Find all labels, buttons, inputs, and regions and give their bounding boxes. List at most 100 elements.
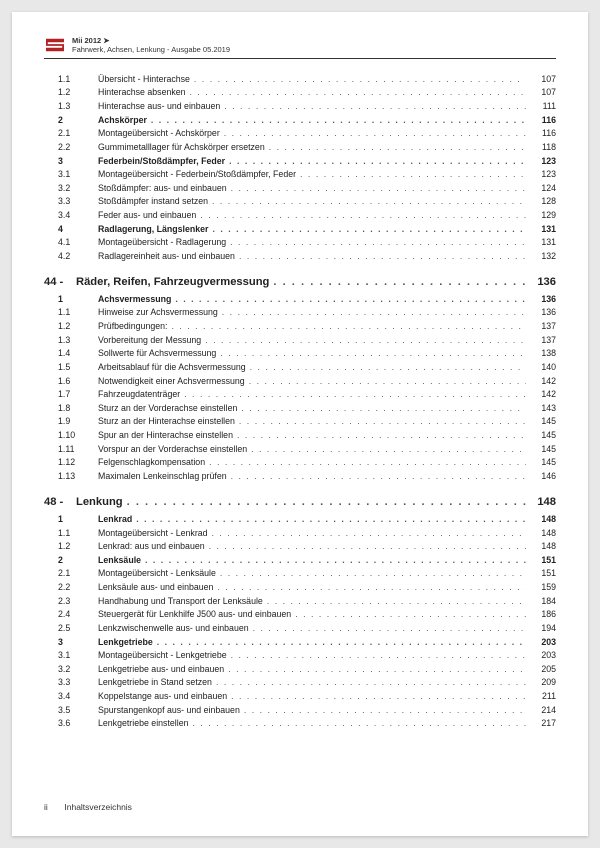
toc-leader-dots: . . . . . . . . . . . . . . . . . . . . … — [230, 236, 526, 250]
toc-entry-number: 3 — [44, 636, 98, 650]
toc-leader-dots: . . . . . . . . . . . . . . . . . . . . … — [250, 361, 526, 375]
toc-entry-number: 1.11 — [44, 443, 98, 457]
toc-entry-page: 128 — [530, 195, 556, 209]
toc-entry: 3Lenkgetriebe . . . . . . . . . . . . . … — [44, 636, 556, 650]
toc-entry-page: 186 — [530, 608, 556, 622]
toc-leader-dots: . . . . . . . . . . . . . . . . . . . . … — [224, 127, 526, 141]
toc-entry-number: 1 — [44, 513, 98, 527]
header-text: Mii 2012 ➤ Fahrwerk, Achsen, Lenkung - A… — [72, 36, 230, 55]
toc-entry: 1.10Spur an der Hinterachse einstellen .… — [44, 429, 556, 443]
toc-entry-page: 148 — [530, 494, 556, 511]
toc-entry: 1.2Prüfbedingungen: . . . . . . . . . . … — [44, 320, 556, 334]
toc-entry: 3.6Lenkgetriebe einstellen . . . . . . .… — [44, 717, 556, 731]
toc-entry: 3.1Montageübersicht - Lenkgetriebe . . .… — [44, 649, 556, 663]
toc-entry: 3.5Spurstangenkopf aus- und einbauen . .… — [44, 704, 556, 718]
toc-leader-dots: . . . . . . . . . . . . . . . . . . . . … — [127, 494, 526, 511]
page-footer: ii Inhaltsverzeichnis — [44, 792, 556, 812]
toc-entry: 4.1Montageübersicht - Radlagerung . . . … — [44, 236, 556, 250]
toc-entry: 1.2Lenkrad: aus und einbauen . . . . . .… — [44, 540, 556, 554]
toc-entry-title: Lenkung — [76, 494, 123, 511]
toc-leader-dots: . . . . . . . . . . . . . . . . . . . . … — [251, 443, 526, 457]
toc-entry-number: 1.2 — [44, 320, 98, 334]
toc-entry: 1.2Hinterachse absenken . . . . . . . . … — [44, 86, 556, 100]
toc-entry-title: Steuergerät für Lenkhilfe J500 aus- und … — [98, 608, 291, 622]
toc-entry: 2.1Montageübersicht - Lenksäule . . . . … — [44, 567, 556, 581]
toc-entry: 2.2Gummimetalllager für Achskörper erset… — [44, 141, 556, 155]
toc-entry-number: 3.2 — [44, 663, 98, 677]
toc-entry-title: Montageübersicht - Lenkrad — [98, 527, 208, 541]
toc-entry-title: Handhabung und Transport der Lenksäule — [98, 595, 263, 609]
toc-entry-page: 146 — [530, 470, 556, 484]
toc-leader-dots: . . . . . . . . . . . . . . . . . . . . … — [212, 223, 526, 237]
toc-entry-title: Räder, Reifen, Fahrzeugvermessung — [76, 274, 269, 291]
toc-entry: 1.6Notwendigkeit einer Achsvermessung . … — [44, 375, 556, 389]
toc-entry-title: Montageübersicht - Radlagerung — [98, 236, 226, 250]
page-number-roman: ii — [44, 802, 62, 812]
toc-leader-dots: . . . . . . . . . . . . . . . . . . . . … — [222, 306, 526, 320]
toc-entry-page: 151 — [530, 567, 556, 581]
toc-entry: 2.5Lenkzwischenwelle aus- und einbauen .… — [44, 622, 556, 636]
toc-entry-page: 148 — [530, 527, 556, 541]
page-header: Mii 2012 ➤ Fahrwerk, Achsen, Lenkung - A… — [44, 36, 556, 59]
toc-entry-page: 124 — [530, 182, 556, 196]
toc-entry-title: Lenksäule — [98, 554, 141, 568]
toc-leader-dots: . . . . . . . . . . . . . . . . . . . . … — [205, 334, 526, 348]
toc-entry-title: Arbeitsablauf für die Achsvermessung — [98, 361, 246, 375]
toc-entry: 1.7Fahrzeugdatenträger . . . . . . . . .… — [44, 388, 556, 402]
toc-leader-dots: . . . . . . . . . . . . . . . . . . . . … — [237, 429, 526, 443]
toc-entry-page: 123 — [530, 168, 556, 182]
toc-leader-dots: . . . . . . . . . . . . . . . . . . . . … — [231, 649, 526, 663]
toc-entry: 3.1Montageübersicht - Federbein/Stoßdämp… — [44, 168, 556, 182]
toc-entry-title: Achskörper — [98, 114, 147, 128]
toc-entry-title: Lenkgetriebe einstellen — [98, 717, 188, 731]
toc-leader-dots: . . . . . . . . . . . . . . . . . . . . … — [220, 347, 526, 361]
toc-entry-page: 131 — [530, 236, 556, 250]
toc-entry: 1.12Felgenschlagkompensation . . . . . .… — [44, 456, 556, 470]
toc-entry-number: 3.1 — [44, 649, 98, 663]
toc-entry-page: 203 — [530, 649, 556, 663]
toc-entry-page: 137 — [530, 320, 556, 334]
toc-leader-dots: . . . . . . . . . . . . . . . . . . . . … — [295, 608, 526, 622]
table-of-contents: 1.1Übersicht - Hinterachse . . . . . . .… — [44, 73, 556, 792]
toc-entry-title: Lenkzwischenwelle aus- und einbauen — [98, 622, 249, 636]
toc-entry-number: 2.3 — [44, 595, 98, 609]
toc-leader-dots: . . . . . . . . . . . . . . . . . . . . … — [157, 636, 526, 650]
toc-entry-title: Lenksäule aus- und einbauen — [98, 581, 213, 595]
toc-entry: 2.4Steuergerät für Lenkhilfe J500 aus- u… — [44, 608, 556, 622]
toc-entry-number: 48 - — [44, 494, 76, 511]
toc-entry: 2.2Lenksäule aus- und einbauen . . . . .… — [44, 581, 556, 595]
toc-entry-page: 214 — [530, 704, 556, 718]
toc-leader-dots: . . . . . . . . . . . . . . . . . . . . … — [194, 73, 526, 87]
toc-entry-page: 140 — [530, 361, 556, 375]
toc-leader-dots: . . . . . . . . . . . . . . . . . . . . … — [267, 595, 526, 609]
toc-entry-page: 116 — [530, 127, 556, 141]
toc-entry-title: Vorbereitung der Messung — [98, 334, 201, 348]
toc-entry-number: 2.1 — [44, 127, 98, 141]
toc-entry-number: 3.6 — [44, 717, 98, 731]
toc-entry-number: 2 — [44, 114, 98, 128]
toc-entry-title: Notwendigkeit einer Achsvermessung — [98, 375, 245, 389]
toc-entry: 3.2Stoßdämpfer: aus- und einbauen . . . … — [44, 182, 556, 196]
toc-entry: 2Achskörper . . . . . . . . . . . . . . … — [44, 114, 556, 128]
toc-entry-number: 4 — [44, 223, 98, 237]
toc-entry-number: 4.1 — [44, 236, 98, 250]
toc-leader-dots: . . . . . . . . . . . . . . . . . . . . … — [249, 375, 526, 389]
toc-leader-dots: . . . . . . . . . . . . . . . . . . . . … — [239, 250, 526, 264]
seat-logo-icon — [44, 36, 66, 54]
toc-leader-dots: . . . . . . . . . . . . . . . . . . . . … — [229, 155, 526, 169]
toc-entry-number: 1.3 — [44, 334, 98, 348]
toc-leader-dots: . . . . . . . . . . . . . . . . . . . . … — [231, 182, 526, 196]
toc-entry-page: 123 — [530, 155, 556, 169]
toc-entry-title: Stoßdämpfer: aus- und einbauen — [98, 182, 227, 196]
subtitle-label: Fahrwerk, Achsen, Lenkung - Ausgabe 05.2… — [72, 45, 230, 54]
toc-entry-page: 107 — [530, 73, 556, 87]
toc-leader-dots: . . . . . . . . . . . . . . . . . . . . … — [224, 100, 526, 114]
toc-section-heading: 48 -Lenkung . . . . . . . . . . . . . . … — [44, 494, 556, 511]
toc-entry-title: Lenkrad — [98, 513, 132, 527]
toc-entry-page: 145 — [530, 429, 556, 443]
toc-entry-page: 145 — [530, 443, 556, 457]
toc-entry-title: Lenkgetriebe aus- und einbauen — [98, 663, 224, 677]
toc-entry: 1Achsvermessung . . . . . . . . . . . . … — [44, 293, 556, 307]
toc-entry-title: Montageübersicht - Federbein/Stoßdämpfer… — [98, 168, 296, 182]
toc-entry-page: 137 — [530, 334, 556, 348]
